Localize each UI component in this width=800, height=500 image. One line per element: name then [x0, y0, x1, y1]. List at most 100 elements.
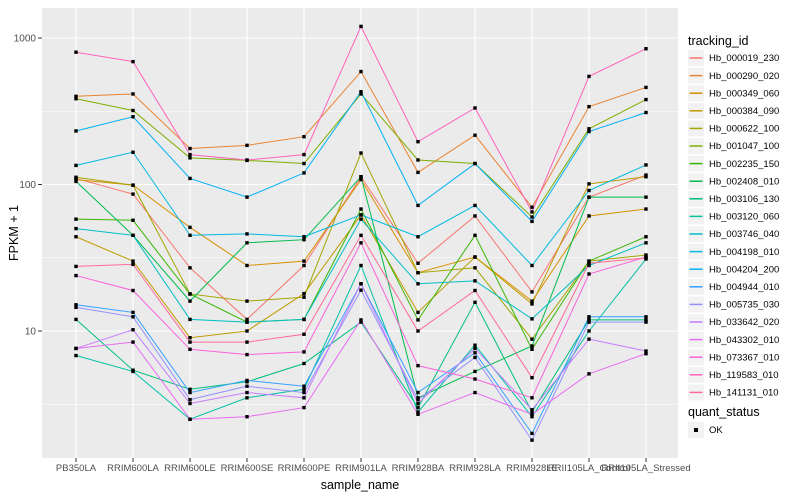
data-point [359, 207, 363, 211]
data-point [188, 225, 192, 230]
legend-item-label: Hb_005735_030 [709, 300, 779, 311]
data-point [644, 241, 648, 245]
data-point [245, 241, 249, 245]
data-point [587, 320, 591, 324]
data-point [530, 410, 534, 414]
data-point [644, 47, 648, 51]
data-point [74, 226, 78, 231]
data-point [188, 156, 192, 160]
x-tick-label: RRII105LA_Stressed [601, 463, 690, 474]
x-tick-label: RRIM901LA [335, 463, 387, 474]
x-tick-label: RRIM600LE [164, 463, 216, 474]
y-axis-title: FPKM + 1 [7, 205, 21, 261]
legend-item-label: Hb_119583_010 [709, 370, 779, 381]
data-point [302, 350, 306, 354]
data-point [302, 263, 306, 268]
data-point [587, 259, 591, 263]
legend-item: Hb_003120_060 [688, 208, 779, 225]
data-point [587, 182, 591, 186]
data-point [245, 329, 249, 333]
legend-item-label: Hb_043302_010 [709, 335, 779, 346]
data-point [302, 291, 306, 296]
data-point [359, 318, 363, 322]
data-point [644, 207, 648, 211]
data-point [473, 161, 477, 166]
data-point [644, 320, 648, 324]
data-point [188, 397, 192, 402]
data-point [188, 299, 192, 303]
data-point [587, 127, 591, 131]
data-point [131, 328, 135, 332]
y-tick-label: 100 [19, 180, 36, 191]
legend-title-quant-status: quant_status [688, 405, 760, 419]
data-point [416, 203, 420, 208]
data-point [587, 188, 591, 193]
data-point [530, 344, 534, 348]
data-point [644, 110, 648, 115]
data-point [530, 290, 534, 294]
legend-item: Hb_003106_130 [688, 190, 779, 207]
data-point [74, 353, 78, 358]
data-point [416, 261, 420, 265]
x-tick-label: RRIM928LA [449, 463, 501, 474]
data-point [359, 288, 363, 292]
data-point [416, 158, 420, 162]
data-point [416, 412, 420, 417]
data-point [359, 175, 363, 179]
data-point [74, 177, 78, 182]
data-point [644, 163, 648, 167]
axis-tick-labels: 1000 100 10 PB350LA RRIM600LA RRIM600LE RRIM60… [14, 34, 691, 475]
data-point [245, 299, 249, 303]
data-point [302, 295, 306, 299]
data-point [188, 336, 192, 340]
data-point [359, 177, 363, 182]
data-point [644, 195, 648, 199]
data-point [530, 438, 534, 442]
data-point [74, 346, 78, 351]
x-tick-label: RRIM928BA [392, 463, 445, 474]
data-point [74, 50, 78, 54]
data-point [74, 175, 78, 179]
data-point [131, 183, 135, 187]
data-point [74, 217, 78, 221]
y-tick-label: 10 [25, 327, 37, 338]
legend-item: Hb_004204_200 [688, 261, 779, 278]
panel-background [42, 8, 678, 458]
data-point-markers [74, 24, 648, 442]
data-point [131, 92, 135, 96]
data-point [416, 405, 420, 410]
data-point [530, 347, 534, 352]
legend-item-label: Hb_003746_040 [709, 229, 779, 240]
legend-item: Hb_033642_020 [688, 314, 779, 330]
data-point [473, 203, 477, 208]
legend-item-label: Hb_073367_010 [709, 352, 779, 363]
data-point [416, 401, 420, 406]
data-point [530, 412, 534, 417]
x-axis-title: sample_name [321, 478, 400, 492]
data-point [131, 340, 135, 344]
legend-item: Hb_003746_040 [688, 226, 779, 242]
data-point [473, 355, 477, 360]
data-point [416, 396, 420, 400]
legend-item-label: Hb_000349_060 [709, 88, 779, 99]
data-point [473, 233, 477, 238]
data-point [530, 337, 534, 341]
data-point [245, 396, 249, 400]
plot-panel [38, 8, 678, 462]
data-point [644, 256, 648, 260]
data-point [188, 317, 192, 322]
data-point [74, 163, 78, 168]
data-point [530, 210, 534, 214]
legend-item: Hb_005735_030 [688, 296, 779, 313]
data-point [416, 282, 420, 286]
data-point [530, 375, 534, 380]
data-point [188, 266, 192, 270]
data-point [359, 282, 363, 286]
data-point [359, 241, 363, 245]
data-point [74, 129, 78, 133]
data-point [416, 271, 420, 275]
data-point [416, 139, 420, 144]
data-point [131, 192, 135, 196]
data-point [587, 318, 591, 322]
data-point [245, 317, 249, 322]
